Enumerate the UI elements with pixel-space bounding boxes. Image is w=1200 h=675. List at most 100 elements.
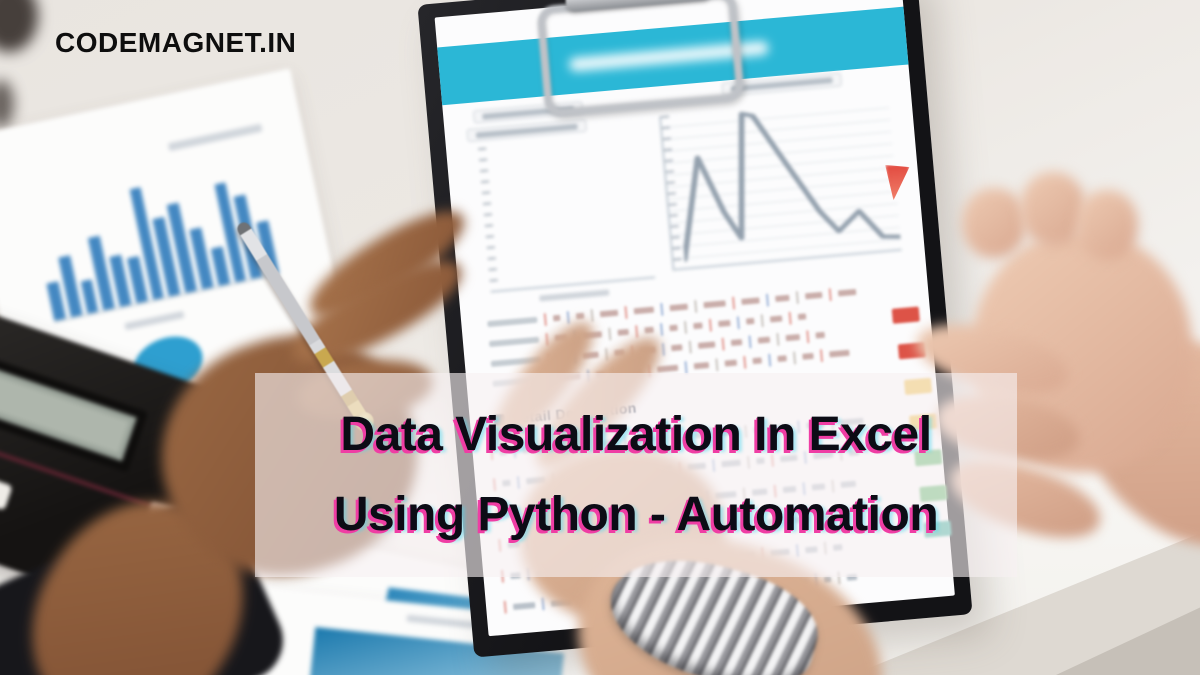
- cell-text: [599, 309, 619, 318]
- column-rule: [607, 327, 611, 341]
- bar: [210, 245, 230, 286]
- title-overlay: Data Visualization In Excel Using Python…: [255, 373, 1017, 577]
- bar-pair: [645, 276, 655, 278]
- right-hand-knuckle: [962, 188, 1026, 258]
- bar: [46, 280, 66, 321]
- x-axis-label: [539, 289, 610, 302]
- bar-pair: [606, 279, 616, 281]
- cell-text: [703, 300, 727, 309]
- cell-text: [777, 355, 787, 362]
- cell-text: [801, 352, 815, 360]
- column-rule: [828, 287, 832, 301]
- column-rule: [788, 311, 792, 325]
- column-rule: [721, 337, 725, 351]
- cell-text: [741, 297, 761, 305]
- cell-text: [757, 336, 771, 344]
- column-rule: [742, 355, 746, 369]
- column-rule: [688, 340, 692, 354]
- clipboard: Detail Description: [417, 0, 973, 658]
- cell-text: [694, 362, 709, 370]
- cell-text: [552, 314, 561, 322]
- cell-text: [643, 326, 654, 334]
- cell-text: [633, 306, 654, 315]
- right-hand-knuckle: [1020, 172, 1086, 246]
- bar-pair: [619, 278, 629, 280]
- column-rule: [792, 350, 796, 365]
- paper-label: [124, 310, 185, 331]
- right-hand-knuckle: [1076, 190, 1138, 260]
- column-rule: [541, 597, 546, 611]
- site-logo: CODEMAGNET.IN: [55, 27, 297, 58]
- bar-pair: [515, 287, 525, 289]
- column-rule: [659, 302, 664, 316]
- column-rule: [590, 308, 594, 322]
- cell-text: [829, 349, 850, 358]
- cell-text: [769, 315, 782, 323]
- calculator-display: [0, 353, 149, 473]
- column-rule: [624, 305, 628, 319]
- blurred-foreground-object: [0, 0, 38, 52]
- row-label: [487, 316, 538, 328]
- bar-pair: [541, 285, 551, 287]
- cell-text: [669, 303, 688, 312]
- budget-bar-chart: [478, 133, 656, 293]
- cell-text: [797, 313, 807, 321]
- column-rule: [766, 293, 770, 307]
- clipboard-clip: [536, 0, 746, 119]
- row-label: [488, 336, 540, 348]
- bar: [80, 278, 99, 314]
- bar-series: [490, 134, 655, 290]
- cell-text: [697, 341, 716, 349]
- column-rule: [566, 310, 570, 324]
- blurred-foreground-object: [0, 80, 14, 128]
- bar-pair: [593, 280, 603, 282]
- cell-text: [693, 322, 703, 330]
- column-rule: [661, 342, 665, 356]
- cell-text: [785, 334, 800, 342]
- bar-pair: [554, 284, 564, 286]
- title-line-1: Data Visualization In Excel: [340, 408, 932, 461]
- bar-pair: [567, 283, 577, 284]
- column-rule: [767, 353, 772, 367]
- column-rule: [659, 322, 664, 336]
- cell-text: [717, 319, 731, 328]
- cell-text: [815, 331, 825, 339]
- column-rule: [708, 318, 712, 332]
- calculator-key: [0, 473, 13, 511]
- trend-line-chart: [659, 96, 904, 271]
- cell-text: [730, 339, 743, 346]
- column-rule: [714, 357, 718, 371]
- bar-pair: [528, 286, 538, 288]
- column-rule: [732, 296, 736, 310]
- cell-text: [670, 344, 683, 352]
- column-rule: [503, 600, 507, 614]
- cell-text: [804, 291, 823, 300]
- column-rule: [776, 332, 780, 346]
- column-rule: [543, 312, 547, 326]
- column-rule: [684, 360, 688, 374]
- bar-pair: [580, 282, 590, 283]
- cell-text: [512, 601, 536, 610]
- cell-text: [724, 359, 737, 367]
- cell-text: [775, 294, 790, 302]
- clipboard-paper: Detail Description: [434, 0, 955, 637]
- highlight-cell-red: [891, 306, 920, 324]
- column-rule: [748, 334, 752, 348]
- cell-text: [575, 312, 585, 320]
- cell-text: [669, 324, 678, 332]
- paper-label: [167, 123, 263, 152]
- cell-text: [656, 364, 679, 373]
- bar-pair: [502, 288, 512, 290]
- column-rule: [820, 348, 824, 362]
- cell-text: [746, 317, 755, 325]
- column-rule: [795, 290, 799, 304]
- cell-text: [616, 328, 629, 336]
- cell-text: [837, 288, 857, 297]
- column-rule: [805, 329, 809, 343]
- column-rule: [634, 324, 638, 338]
- cell-text: [752, 357, 762, 365]
- title-line-2: Using Python - Automation: [333, 488, 939, 541]
- bar-pair: [632, 277, 642, 279]
- column-rule: [736, 315, 740, 329]
- line-series: [672, 96, 904, 267]
